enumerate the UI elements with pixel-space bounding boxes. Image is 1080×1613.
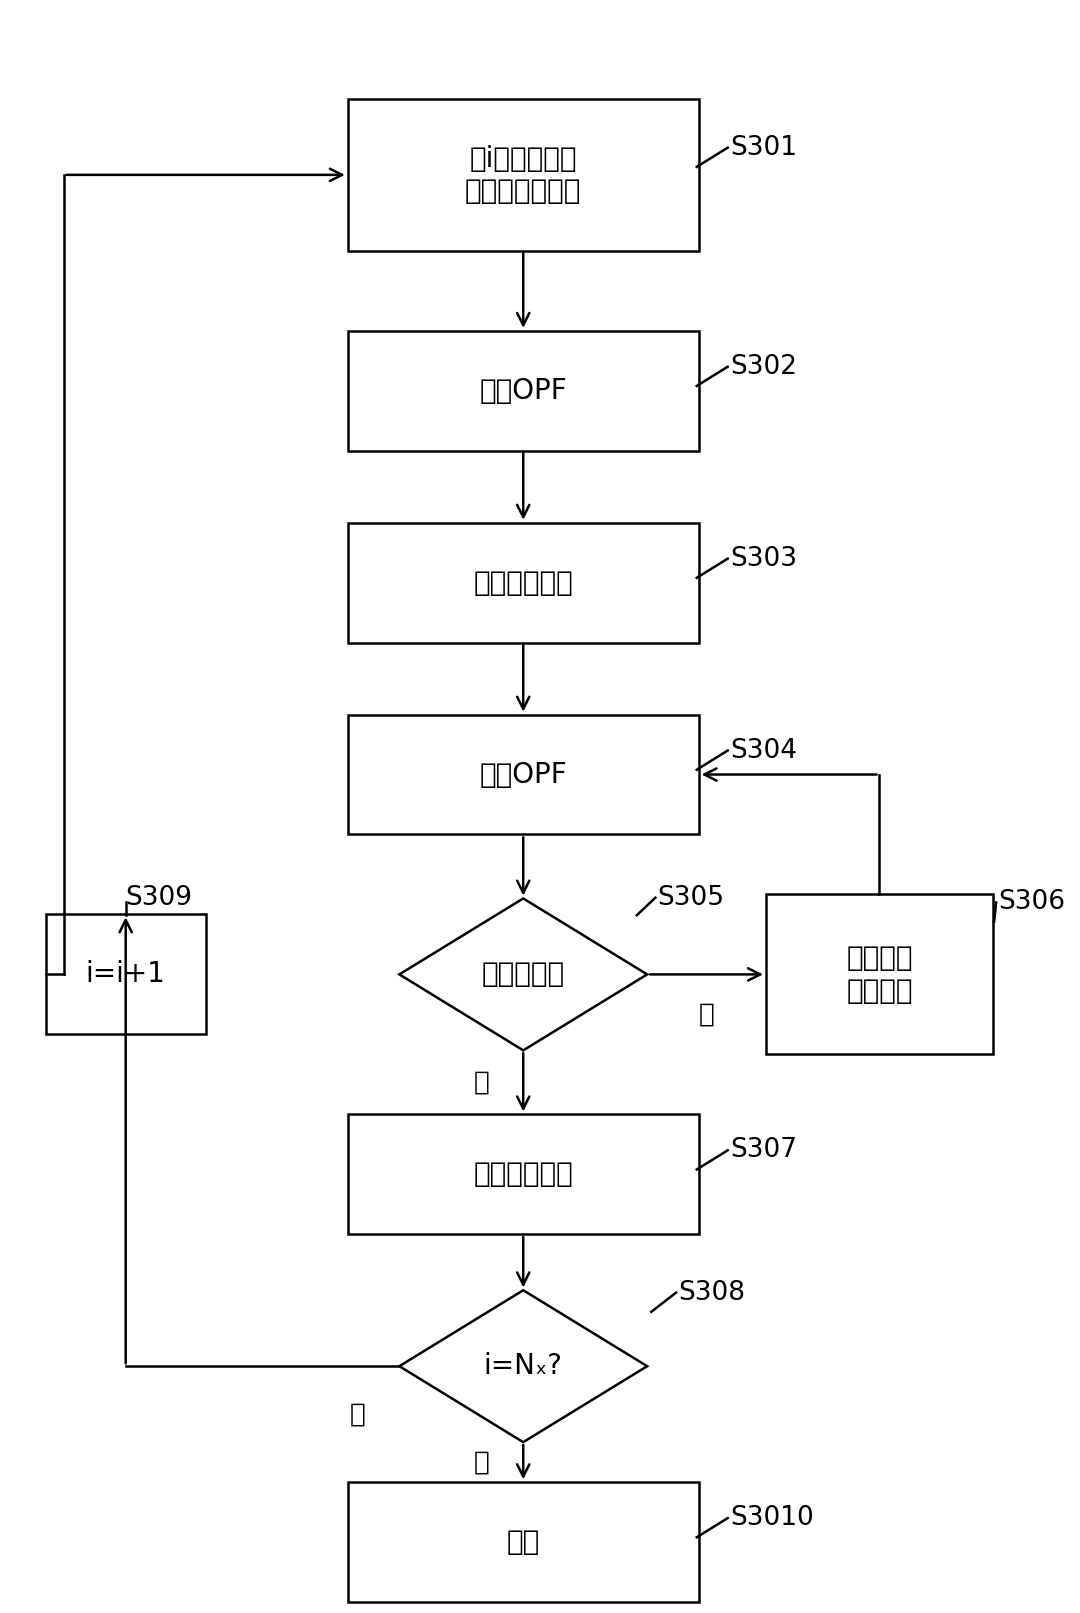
Bar xyxy=(348,1482,699,1602)
Text: 保存相关参数: 保存相关参数 xyxy=(473,1160,573,1189)
Bar xyxy=(348,1115,699,1234)
Text: 常规OPF: 常规OPF xyxy=(480,760,567,789)
Text: 安全性校验: 安全性校验 xyxy=(482,960,565,989)
Text: S305: S305 xyxy=(658,884,725,911)
Bar xyxy=(348,523,699,642)
Text: S306: S306 xyxy=(998,889,1065,916)
Text: S301: S301 xyxy=(730,134,797,161)
Text: S303: S303 xyxy=(730,545,797,571)
Bar xyxy=(45,915,205,1034)
Bar xyxy=(348,331,699,450)
Text: S302: S302 xyxy=(730,353,797,379)
Text: 调整当前
节点负荷: 调整当前 节点负荷 xyxy=(847,944,913,1005)
Text: S307: S307 xyxy=(730,1137,797,1163)
Text: i=Nₓ?: i=Nₓ? xyxy=(484,1352,563,1381)
Bar xyxy=(766,895,994,1055)
Text: S304: S304 xyxy=(730,737,797,763)
Polygon shape xyxy=(400,898,647,1050)
Text: S3010: S3010 xyxy=(730,1505,813,1531)
Text: 常规OPF: 常规OPF xyxy=(480,377,567,405)
Text: 需求响应计算: 需求响应计算 xyxy=(473,569,573,597)
Bar xyxy=(348,98,699,250)
Text: 第i个负荷及风
电功率样本数据: 第i个负荷及风 电功率样本数据 xyxy=(465,145,581,205)
Text: 否: 否 xyxy=(699,1002,715,1027)
Text: 否: 否 xyxy=(350,1402,366,1428)
Text: i=i+1: i=i+1 xyxy=(85,960,165,989)
Text: 统计: 统计 xyxy=(507,1528,540,1557)
Text: S308: S308 xyxy=(678,1279,745,1305)
Text: 是: 是 xyxy=(474,1448,490,1476)
Bar xyxy=(348,715,699,834)
Text: 是: 是 xyxy=(474,1069,490,1095)
Text: S309: S309 xyxy=(125,884,192,911)
Polygon shape xyxy=(400,1290,647,1442)
